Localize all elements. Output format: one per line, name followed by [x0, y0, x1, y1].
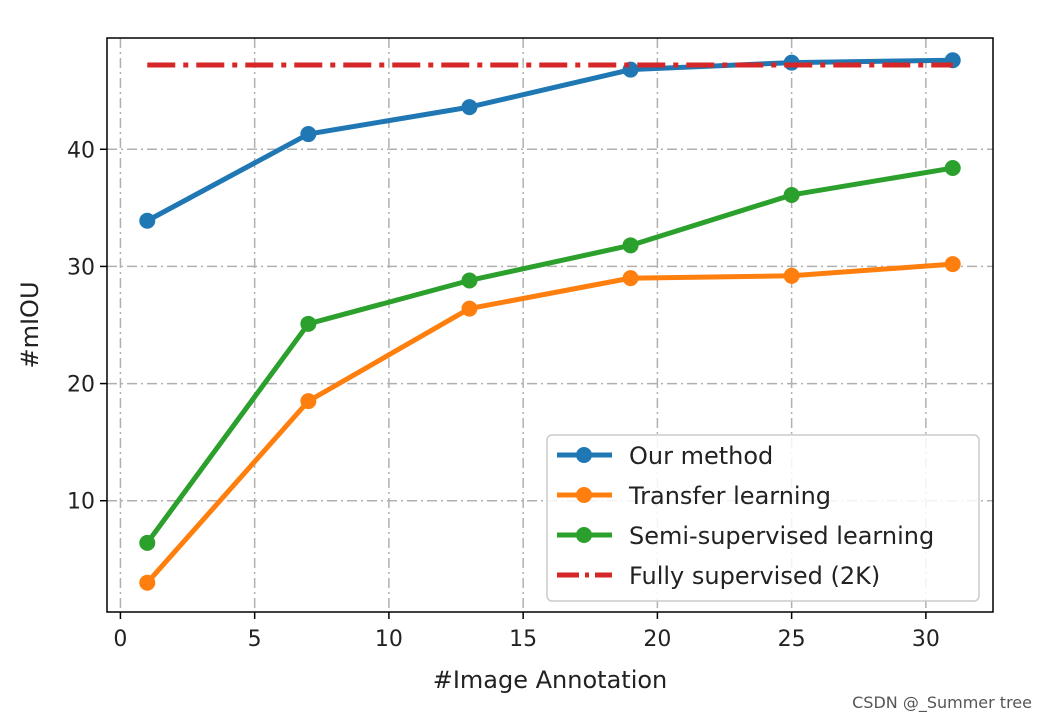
x-tick-label: 15 [509, 627, 537, 652]
series-line [144, 165, 956, 546]
plot-area-frame [106, 37, 994, 613]
data-point [944, 160, 961, 177]
series-our-method [139, 52, 961, 229]
series-layer [139, 52, 961, 591]
data-point [139, 212, 156, 229]
data-point [622, 237, 639, 254]
series-semi-supervised-learning [139, 160, 961, 551]
series-transfer-learning [139, 256, 961, 591]
legend-frame [546, 434, 980, 602]
legend-marker [576, 447, 592, 463]
x-tick-label: 30 [912, 627, 940, 652]
x-tick-label: 20 [643, 627, 671, 652]
data-point [300, 126, 317, 143]
legend-entry: Transfer learning [557, 482, 831, 510]
legend-label: Transfer learning [628, 482, 831, 510]
axis-ticks: 0 5 10 15 20 25 30 10 20 30 40 [67, 138, 940, 652]
y-tick-label: 10 [67, 490, 95, 515]
data-point [300, 315, 317, 332]
x-tick-label: 0 [113, 627, 127, 652]
watermark: CSDN @_Summer tree [852, 693, 1032, 712]
legend-marker [576, 527, 592, 543]
y-tick-label: 20 [67, 373, 95, 398]
legend-label: Fully supervised (2K) [629, 562, 880, 590]
x-tick-label: 10 [375, 627, 403, 652]
legend-entry: Fully supervised (2K) [557, 562, 880, 590]
data-point [783, 186, 800, 203]
series-line [144, 57, 956, 224]
data-point [783, 267, 800, 284]
legend-label: Our method [629, 442, 773, 470]
x-axis-label: #Image Annotation [433, 666, 668, 694]
legend-entry: Our method [557, 442, 773, 470]
y-tick-label: 30 [67, 255, 95, 280]
x-tick-label: 5 [248, 627, 262, 652]
data-point [461, 272, 478, 289]
legend-entry: Semi-supervised learning [557, 522, 934, 550]
data-point [139, 534, 156, 551]
y-axis-label: #mIOU [16, 281, 44, 368]
legend-marker [576, 487, 592, 503]
y-tick-label: 40 [67, 138, 95, 163]
data-point [622, 270, 639, 287]
series-line [144, 261, 956, 586]
data-point [944, 256, 961, 273]
data-point [139, 574, 156, 591]
legend: Our method Transfer learning Semi-supervis… [546, 434, 980, 602]
data-point [461, 99, 478, 116]
data-point [461, 300, 478, 317]
legend-label: Semi-supervised learning [629, 522, 934, 550]
data-point [300, 393, 317, 410]
x-tick-label: 25 [778, 627, 806, 652]
